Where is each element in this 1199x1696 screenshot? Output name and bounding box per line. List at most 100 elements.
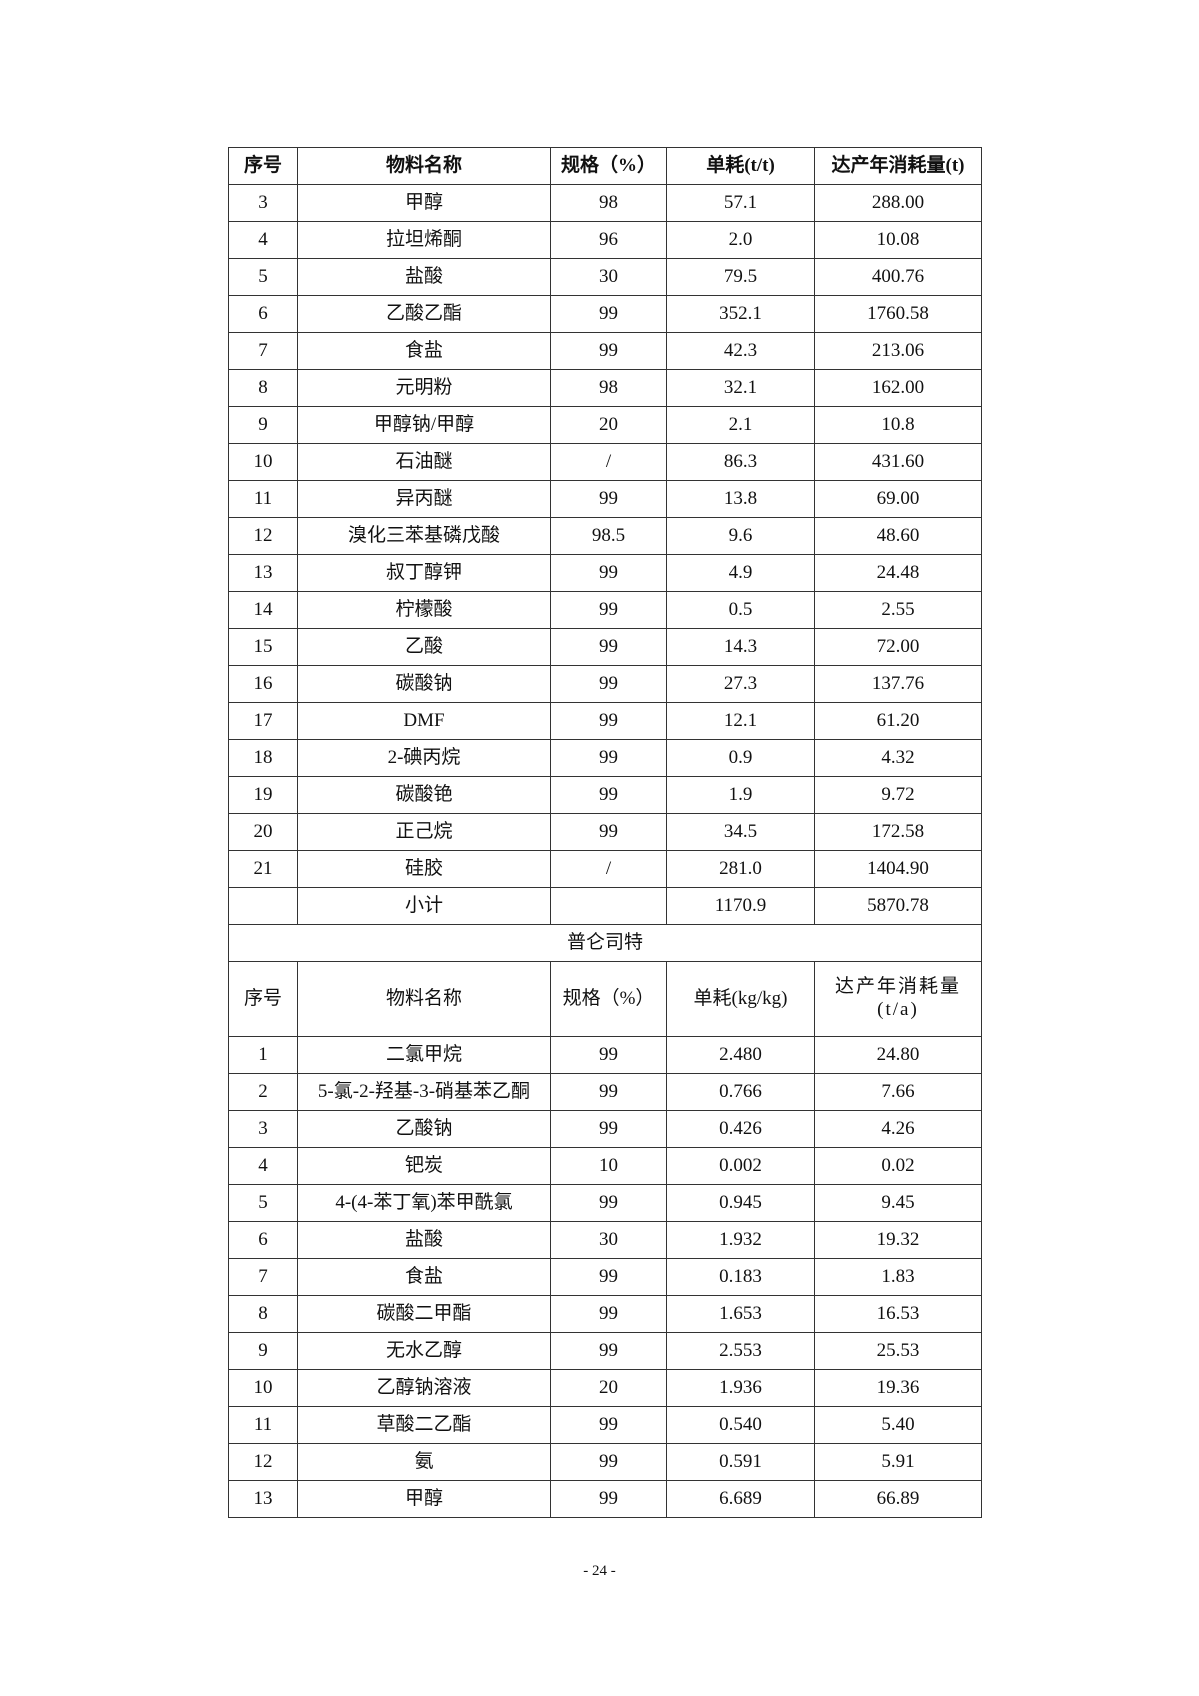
- table-cell: 叔丁醇钾: [297, 554, 551, 592]
- table-cell: 0.02: [814, 1147, 982, 1185]
- table-cell: 乙酸: [297, 628, 551, 666]
- table-cell: 1.936: [666, 1369, 815, 1407]
- table-cell: 氨: [297, 1443, 551, 1481]
- table-cell: 1.932: [666, 1221, 815, 1259]
- table-cell: 15: [228, 628, 298, 666]
- table-cell: 异丙醚: [297, 480, 551, 518]
- table-row: 5 盐酸 30 79.5 400.76: [228, 258, 982, 296]
- table-cell: 99: [550, 628, 667, 666]
- table-row: 11 异丙醚 99 13.8 69.00: [228, 480, 982, 518]
- table-cell: 0.002: [666, 1147, 815, 1185]
- table-cell: 9: [228, 406, 298, 444]
- table-cell: 物料名称: [297, 961, 551, 1037]
- table-cell: 2.553: [666, 1332, 815, 1370]
- table-cell: 5-氯-2-羟基-3-硝基苯乙酮: [297, 1073, 551, 1111]
- table-cell: 25.53: [814, 1332, 982, 1370]
- table-cell: 盐酸: [297, 1221, 551, 1259]
- table-cell: 盐酸: [297, 258, 551, 296]
- table-cell: 12.1: [666, 702, 815, 740]
- table-row: 1 二氯甲烷 99 2.480 24.80: [228, 1036, 982, 1074]
- table-cell: DMF: [297, 702, 551, 740]
- table-cell: 乙醇钠溶液: [297, 1369, 551, 1407]
- subtotal-row: 小计 1170.9 5870.78: [228, 887, 982, 925]
- table-cell: 12: [228, 517, 298, 555]
- table-cell: 27.3: [666, 665, 815, 703]
- table-cell: 单耗(kg/kg): [666, 961, 815, 1037]
- table-cell: 137.76: [814, 665, 982, 703]
- table-row: 15 乙酸 99 14.3 72.00: [228, 628, 982, 666]
- table-cell: 13: [228, 1480, 298, 1518]
- table-cell: 7: [228, 1258, 298, 1296]
- table-cell: 172.58: [814, 813, 982, 851]
- table-cell: 79.5: [666, 258, 815, 296]
- table-cell: 99: [550, 1258, 667, 1296]
- table-cell: 2.0: [666, 221, 815, 259]
- table-cell: 99: [550, 1073, 667, 1111]
- table-cell: 5: [228, 1184, 298, 1222]
- table-cell: 96: [550, 221, 667, 259]
- table-row: 17 DMF 99 12.1 61.20: [228, 702, 982, 740]
- table-cell: 物料名称: [297, 147, 551, 185]
- table-cell: 19: [228, 776, 298, 814]
- section-row: 普仑司特: [228, 924, 982, 962]
- table-cell: 12: [228, 1443, 298, 1481]
- table-cell: 10: [228, 1369, 298, 1407]
- table-cell: 20: [228, 813, 298, 851]
- table-cell: 281.0: [666, 850, 815, 888]
- section-title: 普仑司特: [228, 924, 982, 962]
- table-row: 8 元明粉 98 32.1 162.00: [228, 369, 982, 407]
- table-cell: 无水乙醇: [297, 1332, 551, 1370]
- table-row: 3 乙酸钠 99 0.426 4.26: [228, 1110, 982, 1148]
- table-cell: 钯炭: [297, 1147, 551, 1185]
- table-cell: 规格（%）: [550, 147, 667, 185]
- table-row: 11 草酸二乙酯 99 0.540 5.40: [228, 1406, 982, 1444]
- table-row: 8 碳酸二甲酯 99 1.653 16.53: [228, 1295, 982, 1333]
- table-cell: 162.00: [814, 369, 982, 407]
- table-cell: 21: [228, 850, 298, 888]
- table-cell: 20: [550, 406, 667, 444]
- table-row: 14 柠檬酸 99 0.5 2.55: [228, 591, 982, 629]
- table-cell: 14.3: [666, 628, 815, 666]
- table-cell: 3: [228, 184, 298, 222]
- table-cell: 2-碘丙烷: [297, 739, 551, 777]
- table-cell: 5: [228, 258, 298, 296]
- table-cell: 61.20: [814, 702, 982, 740]
- table-cell: 1.83: [814, 1258, 982, 1296]
- page-number: - 24 -: [583, 1563, 616, 1579]
- table-cell: [550, 887, 667, 925]
- table-cell: 288.00: [814, 184, 982, 222]
- table-cell: 7.66: [814, 1073, 982, 1111]
- table-cell: 400.76: [814, 258, 982, 296]
- table-row: 4 钯炭 10 0.002 0.02: [228, 1147, 982, 1185]
- table-cell: 6.689: [666, 1480, 815, 1518]
- table-cell: 规格（%）: [550, 961, 667, 1037]
- table-cell: 石油醚: [297, 443, 551, 481]
- table-cell: 99: [550, 813, 667, 851]
- table-row: 19 碳酸铯 99 1.9 9.72: [228, 776, 982, 814]
- table-cell: 98.5: [550, 517, 667, 555]
- table-cell: 草酸二乙酯: [297, 1406, 551, 1444]
- table-row: 4 拉坦烯酮 96 2.0 10.08: [228, 221, 982, 259]
- table-cell: 30: [550, 258, 667, 296]
- table-row: 20 正己烷 99 34.5 172.58: [228, 813, 982, 851]
- table-cell: 硅胶: [297, 850, 551, 888]
- table-cell: 达产年消耗量(t): [814, 147, 982, 185]
- table-cell: 0.5: [666, 591, 815, 629]
- table-cell: 6: [228, 295, 298, 333]
- table-cell: 99: [550, 591, 667, 629]
- table-cell: 19.32: [814, 1221, 982, 1259]
- table-row: 5 4-(4-苯丁氧)苯甲酰氯 99 0.945 9.45: [228, 1184, 982, 1222]
- table-cell: 99: [550, 1406, 667, 1444]
- table-row: 2 5-氯-2-羟基-3-硝基苯乙酮 99 0.766 7.66: [228, 1073, 982, 1111]
- table-cell: 4-(4-苯丁氧)苯甲酰氯: [297, 1184, 551, 1222]
- table-cell: 352.1: [666, 295, 815, 333]
- table-cell: 99: [550, 1295, 667, 1333]
- table-cell: 13: [228, 554, 298, 592]
- table-cell: 66.89: [814, 1480, 982, 1518]
- table-cell: 单耗(t/t): [666, 147, 815, 185]
- table-cell: 98: [550, 184, 667, 222]
- table-cell: 溴化三苯基磷戊酸: [297, 517, 551, 555]
- table-cell: 99: [550, 332, 667, 370]
- table-cell: 2.1: [666, 406, 815, 444]
- table-cell: 99: [550, 665, 667, 703]
